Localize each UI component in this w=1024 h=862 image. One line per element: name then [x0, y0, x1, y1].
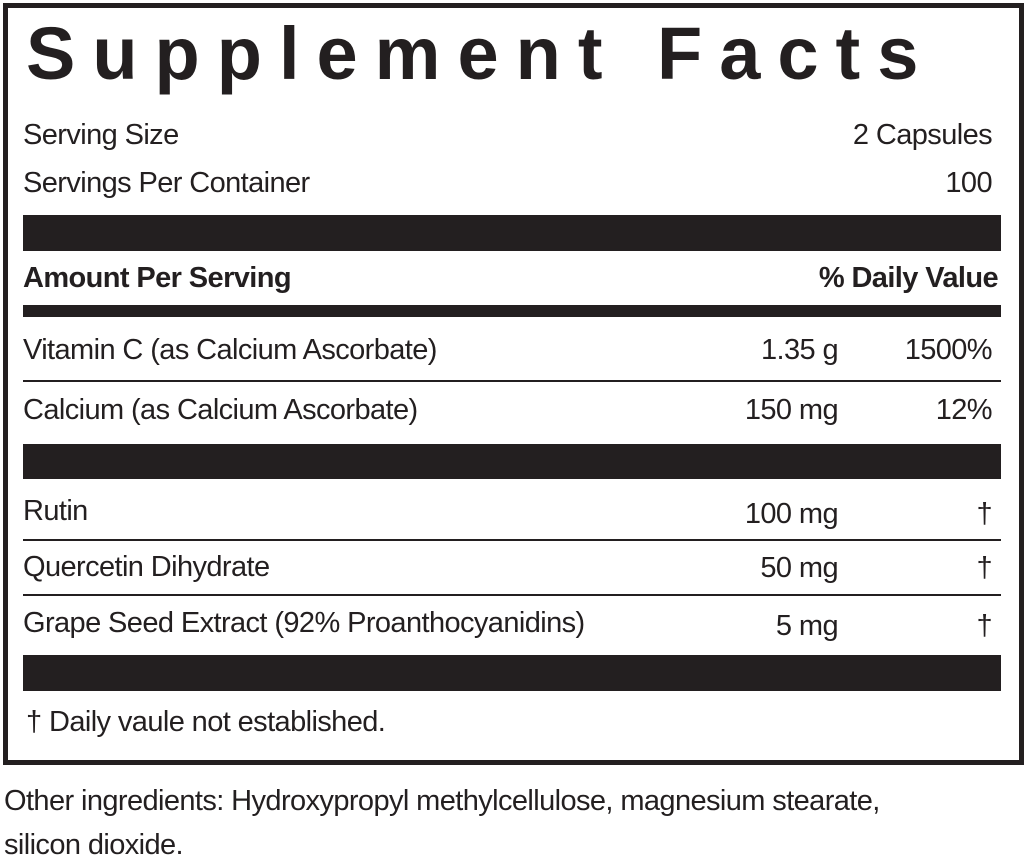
servings-per-container-label: Servings Per Container: [23, 167, 310, 199]
nutrient-name: Rutin: [23, 495, 88, 527]
servings-per-container-value: 100: [945, 167, 992, 199]
nutrient-name: Grape Seed Extract (92% Proanthocyanidin…: [23, 607, 585, 639]
divider-bar: [23, 655, 1001, 691]
supplement-facts-panel: [3, 3, 1024, 765]
divider-thick: [23, 305, 1001, 317]
divider-bar: [23, 215, 1001, 251]
amount-per-serving-header: Amount Per Serving: [23, 262, 292, 294]
serving-size-value: 2 Capsules: [852, 119, 993, 151]
nutrient-name: Quercetin Dihydrate: [23, 551, 270, 583]
footnote: † Daily vaule not established.: [26, 706, 386, 738]
nutrient-amount: 1.35 g: [760, 334, 839, 366]
nutrient-dv: †: [976, 552, 992, 584]
nutrient-amount: 5 mg: [775, 610, 839, 642]
nutrient-amount: 50 mg: [760, 552, 838, 584]
nutrient-amount: 100 mg: [744, 498, 839, 530]
divider-thin: [23, 594, 1001, 596]
nutrient-name: Vitamin C (as Calcium Ascorbate): [23, 334, 437, 366]
divider-bar: [23, 444, 1001, 479]
divider-thin: [23, 380, 1001, 382]
nutrient-amount: 150 mg: [744, 394, 839, 426]
panel-title: Supplement Facts: [26, 12, 936, 95]
other-ingredients-line: silicon dioxide.: [4, 829, 184, 861]
other-ingredients-line: Other ingredients: Hydroxypropyl methylc…: [4, 785, 880, 817]
nutrient-name: Calcium (as Calcium Ascorbate): [23, 394, 418, 426]
nutrient-dv: †: [976, 610, 992, 642]
divider-thin: [23, 539, 1001, 541]
nutrient-dv: 12%: [935, 394, 993, 426]
nutrient-dv: †: [976, 498, 992, 530]
serving-size-label: Serving Size: [23, 119, 179, 151]
daily-value-header: % Daily Value: [818, 262, 999, 294]
nutrient-dv: 1500%: [904, 334, 993, 366]
